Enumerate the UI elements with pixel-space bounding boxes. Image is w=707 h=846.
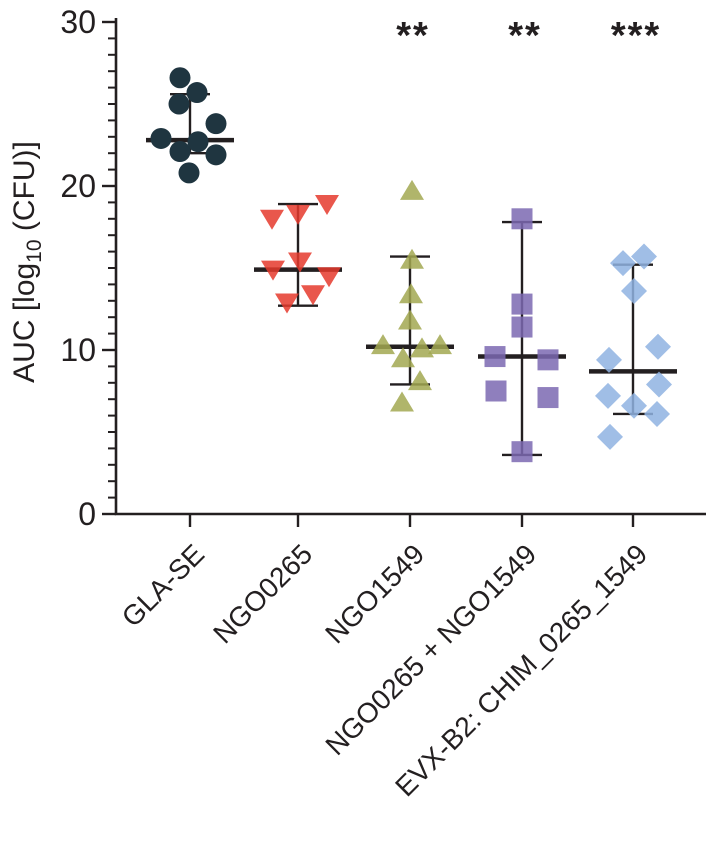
data-point — [260, 209, 284, 230]
data-point — [286, 204, 310, 225]
y-tick-label: 30 — [60, 4, 96, 40]
y-axis-title: AUC [log10 (CFU)] — [8, 141, 46, 383]
data-point — [511, 441, 533, 463]
data-point — [187, 131, 209, 153]
data-point — [537, 387, 559, 409]
data-point — [205, 113, 227, 135]
data-point — [400, 248, 424, 269]
data-point — [597, 423, 623, 450]
data-point — [408, 370, 432, 391]
data-point — [621, 277, 647, 304]
data-point — [645, 333, 671, 360]
data-point — [428, 334, 452, 355]
data-point — [610, 250, 636, 277]
data-point — [390, 391, 414, 412]
data-point — [410, 337, 434, 358]
data-point — [511, 316, 533, 338]
data-point — [186, 82, 208, 104]
data-point — [621, 392, 647, 419]
data-point — [288, 252, 312, 273]
data-point — [168, 93, 190, 115]
category-label: NGO1549 — [319, 538, 430, 649]
data-point — [371, 334, 395, 355]
data-point — [317, 267, 341, 288]
data-point — [537, 349, 559, 371]
data-point — [391, 347, 415, 368]
data-point — [178, 162, 200, 184]
data-point — [511, 293, 533, 315]
y-tick-label: 10 — [60, 332, 96, 368]
data-point — [169, 141, 191, 163]
data-point — [301, 285, 325, 306]
data-point — [169, 67, 191, 89]
data-point — [511, 208, 533, 230]
data-point — [150, 127, 172, 149]
significance-stars: *** — [611, 15, 661, 57]
data-point — [398, 309, 422, 330]
significance-stars: ** — [508, 15, 542, 57]
data-point — [646, 371, 672, 398]
data-point — [400, 179, 424, 200]
significance-stars: ** — [396, 15, 430, 57]
data-point — [631, 243, 657, 270]
data-point — [275, 293, 299, 314]
data-point — [315, 195, 339, 216]
data-point — [596, 346, 622, 373]
y-tick-label: 0 — [78, 496, 96, 532]
data-point — [399, 283, 423, 304]
data-point — [644, 400, 670, 427]
category-label: NGO0265 — [207, 538, 318, 649]
data-point — [595, 382, 621, 409]
data-point — [485, 380, 507, 402]
data-point — [205, 144, 227, 166]
data-point — [261, 260, 285, 281]
data-point — [484, 346, 506, 368]
y-tick-label: 20 — [60, 168, 96, 204]
error-bar-group — [478, 220, 566, 457]
category-label: GLA-SE — [116, 538, 211, 633]
category-label: NGO0265 + NGO1549 — [319, 538, 542, 761]
